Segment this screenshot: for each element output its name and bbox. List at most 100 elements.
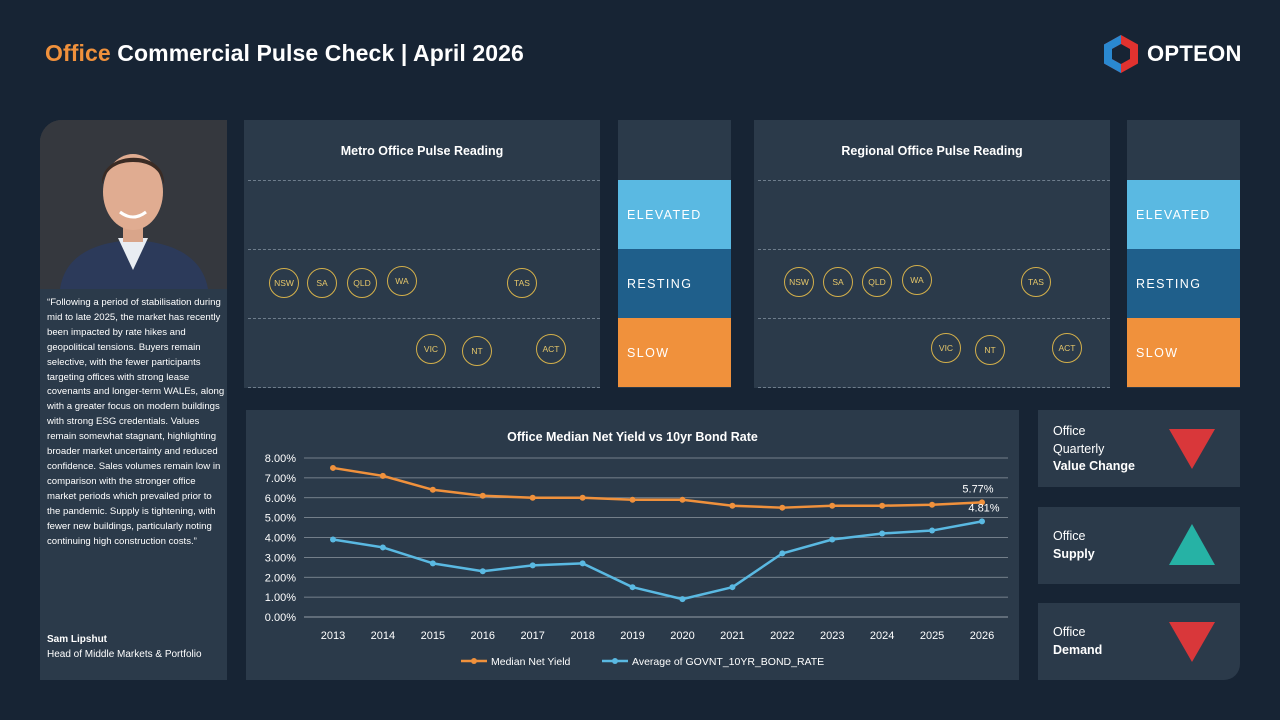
y-tick-label: 5.00%	[265, 513, 296, 525]
state-badge: NSW	[784, 267, 814, 297]
down-arrow-icon	[1169, 622, 1215, 662]
y-tick-label: 2.00%	[265, 572, 296, 584]
data-point	[529, 562, 536, 569]
state-badge: NT	[975, 335, 1005, 365]
data-point	[729, 584, 736, 591]
y-tick-label: 4.00%	[265, 533, 296, 545]
divider	[758, 318, 1110, 319]
state-badge: TAS	[1021, 267, 1051, 297]
data-point	[779, 504, 786, 511]
divider	[758, 387, 1110, 388]
y-tick-label: 3.00%	[265, 552, 296, 564]
logo-text: OPTEON	[1147, 41, 1242, 66]
divider	[758, 180, 1110, 181]
x-tick-label: 2018	[570, 630, 594, 642]
opteon-logo: OPTEON	[1102, 34, 1242, 74]
x-tick-label: 2021	[720, 630, 744, 642]
indicator-line2: Quarterly	[1053, 441, 1105, 456]
data-point	[879, 502, 886, 509]
indicator-bold: Value Change	[1053, 459, 1135, 473]
band-slow: SLOW	[618, 318, 731, 387]
title-accent: Office	[45, 40, 111, 66]
data-point	[879, 530, 886, 537]
x-tick-label: 2024	[870, 630, 894, 642]
state-badge: VIC	[931, 333, 961, 363]
regional-panel: Regional Office Pulse Reading NSW SA QLD…	[754, 120, 1110, 388]
regional-scale: ELEVATED RESTING SLOW	[1127, 120, 1240, 388]
series-line	[332, 466, 983, 509]
data-point	[330, 536, 336, 543]
yield-chart: 0.00% 1.00% 2.00% 3.00% 4.00% 5.00% 6.00% 7.00%…	[265, 453, 1008, 668]
page-title: Office Commercial Pulse Check | April 20…	[45, 40, 524, 67]
x-tick-label: 2020	[670, 630, 694, 642]
profile-quote: “Following a period of stabilisation dur…	[47, 297, 225, 547]
divider	[248, 249, 600, 250]
data-point	[829, 536, 836, 543]
state-badge: QLD	[347, 268, 377, 298]
state-badge: WA	[902, 265, 932, 295]
data-point	[479, 492, 486, 499]
y-tick-label: 7.00%	[265, 473, 296, 485]
x-tick-label: 2023	[820, 630, 844, 642]
state-badge: SA	[307, 268, 337, 298]
data-point	[979, 499, 985, 506]
x-tick-label: 2022	[770, 630, 794, 642]
state-badge: QLD	[862, 267, 892, 297]
profile-card: “Following a period of stabilisation dur…	[40, 120, 227, 680]
data-point	[529, 494, 536, 501]
chart-title: Office Median Net Yield vs 10yr Bond Rat…	[507, 430, 758, 444]
data-label: 5.77%	[962, 483, 993, 495]
data-point	[729, 502, 736, 509]
band-elevated: ELEVATED	[618, 180, 731, 249]
author-name: Sam Lipshut	[47, 634, 108, 645]
divider	[248, 180, 600, 181]
title-rest: Commercial Pulse Check | April 2026	[110, 40, 524, 66]
data-point	[679, 596, 686, 603]
band-resting: RESTING	[618, 249, 731, 318]
legend-marker	[612, 658, 618, 664]
divider	[248, 387, 600, 388]
indicator-line1: Office	[1053, 625, 1086, 639]
data-point	[429, 560, 436, 567]
data-point	[579, 494, 586, 501]
y-tick-label: 8.00%	[265, 453, 296, 465]
indicator-supply: Office Supply	[1038, 507, 1240, 584]
indicator-line1: Office	[1053, 424, 1086, 438]
data-point	[429, 486, 436, 493]
data-point	[779, 550, 786, 557]
x-tick-label: 2014	[371, 630, 395, 642]
data-point	[929, 501, 936, 508]
data-label: 4.81%	[968, 502, 999, 514]
band-slow: SLOW	[1127, 318, 1240, 387]
band-resting: RESTING	[1127, 249, 1240, 318]
data-point	[679, 496, 686, 503]
data-point	[330, 464, 336, 471]
indicator-bold: Demand	[1053, 642, 1103, 657]
regional-title: Regional Office Pulse Reading	[841, 144, 1023, 158]
state-badge: NT	[462, 336, 492, 366]
data-point	[979, 518, 985, 525]
data-point	[929, 527, 936, 534]
series-line	[332, 520, 983, 601]
x-tick-label: 2015	[421, 630, 445, 642]
down-arrow-icon	[1169, 429, 1215, 469]
x-tick-label: 2026	[970, 630, 994, 642]
data-point	[479, 568, 486, 575]
data-point	[379, 544, 386, 551]
yield-chart-panel: Office Median Net Yield vs 10yr Bond Rat…	[246, 410, 1019, 680]
metro-title: Metro Office Pulse Reading	[340, 144, 504, 158]
state-badge: NSW	[269, 268, 299, 298]
state-badge: ACT	[1052, 333, 1082, 363]
state-badge: VIC	[416, 334, 446, 364]
indicator-value-change: Office Quarterly Value Change	[1038, 410, 1240, 487]
data-point	[629, 584, 636, 591]
state-badge: SA	[823, 267, 853, 297]
state-badge: WA	[387, 266, 417, 296]
band-elevated: ELEVATED	[1127, 180, 1240, 249]
data-point	[629, 496, 636, 503]
indicator-demand: Office Demand	[1038, 603, 1240, 680]
legend-label: Median Net Yield	[491, 656, 571, 668]
y-tick-label: 1.00%	[265, 592, 296, 604]
indicator-bold: Supply	[1053, 546, 1095, 561]
x-tick-label: 2013	[321, 630, 345, 642]
